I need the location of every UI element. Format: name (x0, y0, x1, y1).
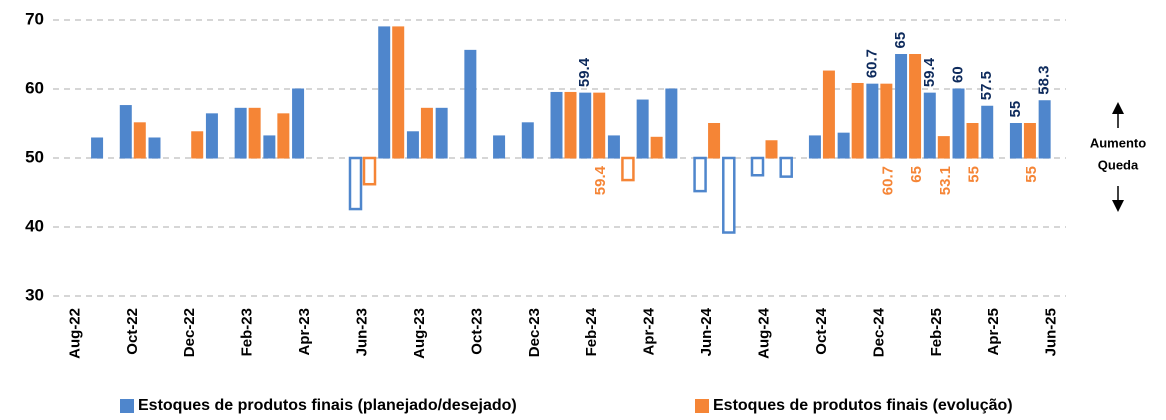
data-label: 53.1 (937, 166, 954, 195)
bar (708, 123, 721, 159)
bar (822, 70, 835, 159)
bar (981, 105, 994, 159)
bar (1009, 123, 1022, 159)
legend-label: Estoques de produtos finais (evolução) (713, 397, 1013, 414)
bar (91, 137, 104, 159)
bar (362, 156, 377, 186)
bar (392, 26, 405, 159)
bar (750, 156, 765, 177)
data-label: 60.7 (863, 49, 880, 78)
x-tick-label: Jun-24 (698, 307, 715, 356)
bar (765, 140, 778, 159)
bar (593, 92, 606, 159)
legend-label: Estoques de produtos finais (planejado/d… (138, 397, 517, 414)
bar (435, 107, 448, 159)
x-tick-label: Dec-23 (526, 308, 543, 357)
x-tick-label: Apr-25 (985, 308, 1002, 356)
x-tick-label: Oct-22 (124, 308, 141, 355)
x-tick-label: Feb-24 (583, 307, 600, 356)
bar (292, 88, 305, 159)
data-label: 60.7 (879, 166, 896, 195)
bar (923, 92, 936, 159)
bar (119, 105, 132, 159)
x-tick-label: Dec-24 (870, 307, 887, 357)
bar (837, 132, 850, 159)
data-label: 55 (1007, 101, 1024, 118)
bar (493, 135, 506, 159)
bar (579, 92, 592, 159)
bar (621, 156, 635, 182)
bar (636, 99, 649, 159)
data-label: 60 (949, 66, 966, 83)
y-tick-label: 60 (25, 78, 44, 97)
bar (234, 107, 247, 159)
bar (1023, 123, 1036, 159)
bar (263, 135, 276, 159)
legend-swatch (695, 399, 709, 413)
y-tick-label: 70 (25, 9, 44, 28)
bar (191, 131, 204, 159)
data-label: 58.3 (1036, 66, 1053, 95)
x-tick-label: Apr-23 (296, 308, 313, 356)
data-label: 55 (965, 166, 982, 183)
x-tick-label: Jun-25 (1043, 308, 1060, 356)
bar (133, 122, 146, 159)
bar (808, 135, 821, 159)
data-label: 65 (908, 166, 925, 183)
y-tick-label: 30 (25, 285, 44, 304)
bar (564, 91, 577, 159)
bar (464, 49, 477, 159)
bar (693, 156, 707, 193)
data-label: 57.5 (978, 71, 995, 100)
x-tick-label: Feb-25 (928, 308, 945, 356)
bar (607, 135, 620, 159)
x-tick-label: Dec-22 (181, 308, 198, 357)
bar (665, 88, 678, 159)
bar (909, 54, 922, 159)
bar (248, 107, 261, 159)
annotation: Aumento (1090, 135, 1146, 150)
bar (650, 136, 663, 159)
annotation: Queda (1098, 157, 1139, 172)
bar (937, 136, 950, 159)
x-tick-label: Apr-24 (641, 307, 658, 355)
data-label: 59.4 (921, 57, 938, 87)
x-tick-label: Oct-24 (813, 307, 830, 354)
x-tick-label: Aug-24 (755, 307, 772, 358)
bar (148, 137, 161, 159)
data-label: 59.4 (592, 165, 609, 195)
bar (348, 156, 363, 211)
bar (550, 91, 563, 159)
data-label: 65 (892, 32, 909, 49)
y-tick-label: 40 (25, 216, 44, 235)
bar (880, 83, 893, 159)
bar (277, 113, 290, 159)
bar (420, 107, 433, 159)
bar (521, 122, 534, 159)
x-tick-label: Aug-22 (66, 308, 83, 359)
x-tick-label: Aug-23 (411, 308, 428, 359)
x-tick-label: Feb-23 (239, 308, 256, 356)
data-label: 59.4 (576, 57, 593, 87)
bar (779, 156, 793, 178)
bar (1038, 100, 1051, 159)
bar (205, 113, 218, 159)
data-label: 55 (1023, 166, 1040, 183)
x-tick-label: Jun-23 (353, 308, 370, 356)
x-tick-label: Oct-23 (468, 308, 485, 355)
bar (851, 82, 864, 159)
bar (378, 26, 391, 159)
bar (952, 88, 965, 159)
bar (966, 123, 979, 159)
bar (866, 83, 879, 159)
bar (406, 131, 419, 159)
legend-swatch (120, 399, 134, 413)
y-tick-label: 50 (25, 147, 44, 166)
bar (895, 54, 908, 159)
bar (722, 156, 736, 234)
